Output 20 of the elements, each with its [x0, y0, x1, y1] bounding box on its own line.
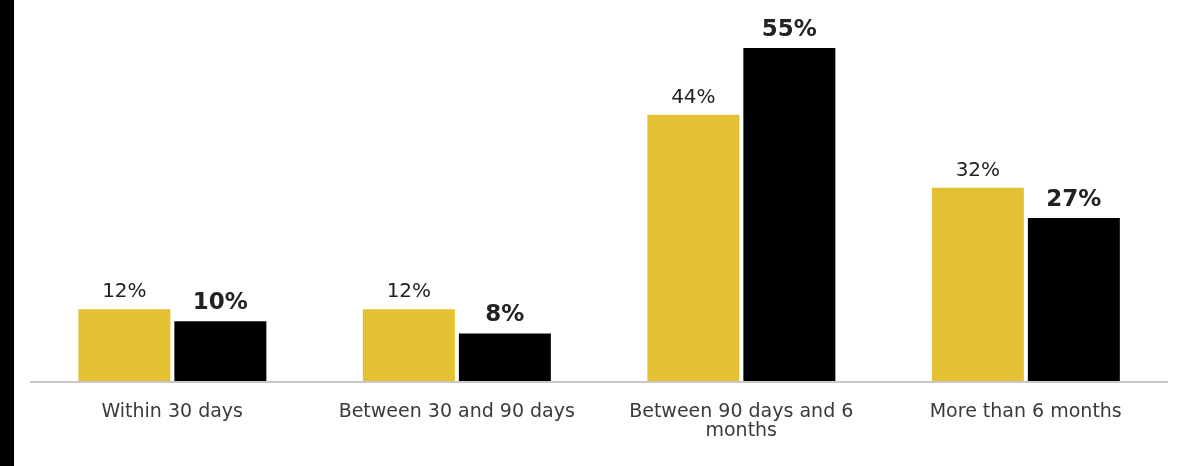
x-tick-label: Within 30 days [101, 399, 244, 422]
data-label: 32% [955, 156, 1001, 181]
bar [743, 48, 836, 382]
data-label: 44% [671, 83, 716, 108]
data-label: 27% [1046, 185, 1102, 212]
bar [174, 321, 267, 382]
data-label: 55% [761, 15, 817, 41]
x-tick-label: More than 6 months [929, 399, 1122, 422]
data-label: 12% [102, 278, 147, 303]
bar [1027, 218, 1120, 382]
bar [78, 309, 171, 382]
x-tick-label: Between 90 days and 6 months [629, 399, 854, 441]
bar [362, 309, 455, 382]
data-label: 10% [192, 288, 248, 315]
bar [458, 333, 551, 382]
x-tick-label: Between 30 and 90 days [338, 399, 575, 422]
bar [931, 187, 1024, 382]
bar [647, 114, 740, 382]
data-label: 8% [485, 300, 525, 327]
data-label: 12% [386, 278, 432, 303]
